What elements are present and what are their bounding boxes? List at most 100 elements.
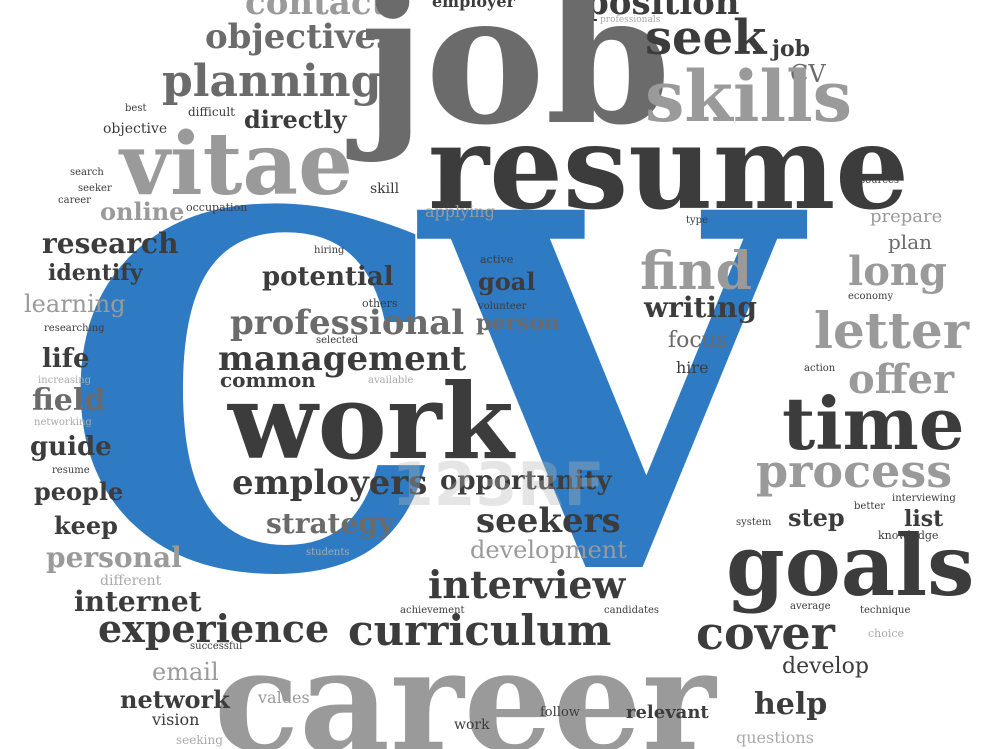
word-email: email	[152, 658, 219, 686]
word-seeker: seeker	[78, 183, 112, 194]
word-hiring: hiring	[314, 245, 345, 256]
word-potential: potential	[262, 262, 394, 292]
word-volunteer: volunteer	[478, 301, 527, 312]
word-long: long	[848, 248, 947, 295]
word-letter: letter	[814, 301, 970, 360]
word-position: position	[585, 0, 740, 23]
word-people: people	[34, 477, 124, 506]
word-process: process	[756, 444, 953, 498]
word-students: students	[306, 547, 350, 558]
word-person: person	[476, 310, 561, 336]
word-opportunity: opportunity	[440, 466, 612, 496]
word-sources: sources	[860, 175, 900, 186]
word-skill: skill	[370, 181, 400, 197]
word-curriculum: curriculum	[348, 606, 612, 655]
word-strategy: strategy	[266, 507, 395, 540]
word-technique: technique	[860, 605, 911, 616]
watermark: 123RF	[392, 450, 605, 520]
word-economy: economy	[848, 291, 894, 302]
word-field: field	[32, 383, 106, 418]
word-find: find	[640, 241, 752, 302]
word-system: system	[736, 517, 772, 528]
word-networking: networking	[34, 417, 92, 428]
word-professionals: professionals	[600, 15, 661, 25]
word-offer: offer	[848, 356, 955, 403]
word-personal: personal	[46, 541, 182, 574]
word-questions: questions	[736, 728, 814, 747]
word-relevant: relevant	[626, 702, 709, 723]
word-type: type	[686, 215, 708, 226]
word-selected: selected	[316, 335, 359, 346]
word-online: online	[100, 197, 185, 226]
word-plan: plan	[888, 230, 933, 254]
word-writing: writing	[644, 291, 757, 324]
word-job-big: job	[360, 0, 672, 165]
word-choice: choice	[868, 627, 905, 640]
word-objectives: objectives	[205, 17, 396, 57]
word-interviewing: interviewing	[892, 493, 956, 504]
word-help: help	[754, 687, 828, 722]
word-skills: skills	[645, 55, 853, 138]
word-applying: applying	[425, 202, 495, 221]
word-planning: planning	[162, 56, 382, 107]
word-successful: successful	[190, 641, 243, 652]
word-search: search	[70, 167, 104, 178]
word-step: step	[788, 503, 845, 532]
word-goals: goals	[726, 516, 975, 615]
word-work-small: work	[454, 717, 490, 733]
word-list: list	[904, 506, 944, 532]
word-seekers: seekers	[476, 501, 621, 541]
word-goal: goal	[478, 267, 536, 296]
word-focus: focus	[668, 328, 728, 353]
word-employers: employers	[232, 463, 428, 503]
word-internet: internet	[74, 585, 202, 618]
word-professional: professional	[230, 303, 465, 343]
word-time: time	[782, 381, 965, 466]
word-hire: hire	[676, 358, 709, 377]
word-active: active	[480, 253, 514, 266]
word-career-small: career	[58, 195, 91, 206]
word-research: research	[42, 227, 179, 260]
word-cover: cover	[696, 606, 835, 660]
word-guide: guide	[30, 432, 112, 462]
word-researching: researching	[44, 323, 105, 334]
word-others: others	[362, 297, 398, 310]
word-available: available	[368, 375, 414, 386]
word-seeking: seeking	[176, 733, 223, 747]
word-prepare: prepare	[870, 206, 943, 227]
word-cv-small: CV	[790, 60, 826, 88]
word-work-big: work	[228, 360, 514, 483]
cv-title: CV	[60, 107, 800, 683]
word-life: life	[42, 344, 90, 374]
word-difficult: difficult	[188, 105, 235, 119]
word-values: values	[258, 688, 310, 707]
word-average: average	[790, 601, 831, 612]
word-management: management	[218, 339, 467, 379]
word-development: development	[470, 536, 627, 564]
word-network: network	[120, 685, 230, 714]
word-career-big: career	[214, 620, 716, 749]
word-interview: interview	[428, 562, 626, 607]
word-develop: develop	[782, 654, 869, 679]
word-vitae: vitae	[120, 114, 353, 215]
word-resume-small: resume	[52, 465, 90, 476]
word-action: action	[804, 363, 836, 374]
word-seek: seek	[645, 10, 767, 66]
word-job-small: job	[772, 36, 811, 62]
word-vision: vision	[152, 710, 200, 729]
word-candidates: candidates	[604, 605, 660, 616]
word-increasing: increasing	[38, 375, 92, 386]
word-learning: learning	[24, 290, 126, 318]
word-keep: keep	[54, 511, 118, 540]
word-objective: objective	[103, 121, 168, 137]
word-employer: employer	[432, 0, 515, 11]
word-better: better	[854, 501, 886, 512]
word-directly: directly	[244, 105, 347, 134]
word-achievement: achievement	[400, 605, 465, 616]
word-resume: resume	[428, 100, 910, 236]
word-contact: contact	[245, 0, 388, 23]
word-best: best	[125, 103, 147, 114]
word-knowledge: knowledge	[878, 529, 939, 542]
word-identify: identify	[48, 260, 143, 286]
